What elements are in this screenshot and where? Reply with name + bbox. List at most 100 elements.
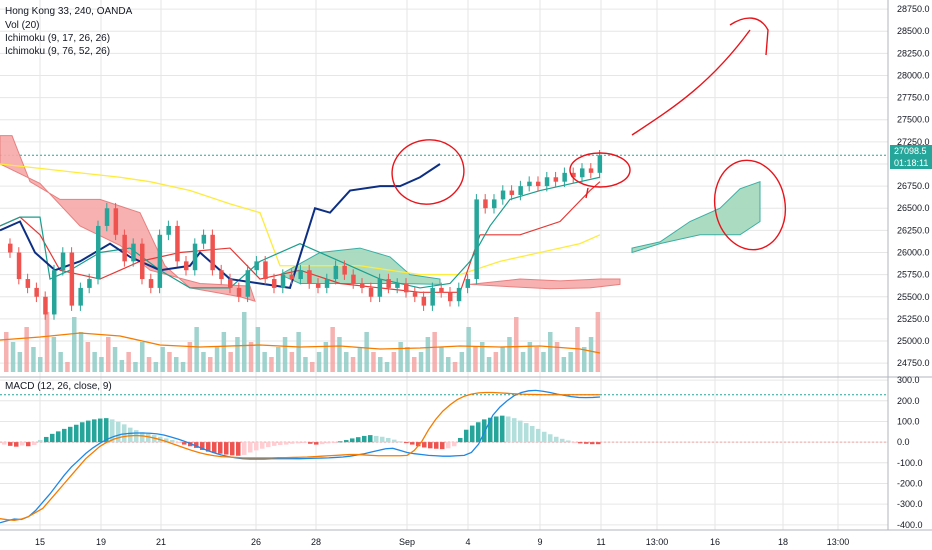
indicator-volume[interactable]: Vol (20): [5, 20, 39, 31]
price-tick-label: 26500.0: [897, 203, 930, 213]
macd-histogram-bar: [386, 437, 391, 443]
macd-histogram-bar: [104, 418, 109, 443]
macd-histogram-bar: [170, 440, 175, 443]
macd-histogram-bar: [296, 442, 301, 444]
macd-histogram-bar: [488, 417, 493, 443]
candle-body: [597, 155, 603, 173]
volume-bar: [126, 352, 131, 372]
candle-body: [342, 265, 347, 275]
annotation-circle-1: [391, 139, 465, 205]
volume-bar: [235, 337, 240, 372]
volume-bar: [330, 327, 335, 372]
volume-bar: [194, 327, 199, 372]
volume-bar: [255, 327, 261, 372]
volume-bar: [187, 342, 193, 372]
time-tick-label: 9: [537, 537, 542, 547]
volume-bar: [514, 317, 519, 372]
volume-bar: [10, 342, 16, 372]
indicator-macd[interactable]: MACD (12, 26, close, 9): [5, 381, 112, 392]
time-tick-label: 28: [311, 537, 321, 547]
macd-histogram-bar: [122, 424, 127, 443]
macd-histogram-bar: [530, 425, 535, 443]
macd-histogram-bar: [164, 438, 169, 443]
macd-histogram-bar: [308, 442, 313, 444]
volume-bar: [78, 332, 84, 372]
candle-body: [298, 270, 303, 280]
volume-bar: [214, 347, 220, 372]
candle-body: [500, 190, 506, 200]
annotation-arrow: [631, 17, 769, 136]
macd-histogram-bar: [380, 436, 385, 443]
macd-histogram-bar: [242, 442, 247, 455]
macd-histogram-bar: [128, 427, 133, 443]
volume-bar: [180, 362, 186, 372]
volume-bar: [500, 347, 505, 372]
candle-body: [254, 261, 259, 271]
volume-bar: [58, 352, 63, 372]
volume-ma-line: [0, 332, 601, 354]
candle-body: [16, 252, 22, 280]
macd-histogram-bar: [194, 442, 199, 448]
macd-histogram-bar: [68, 426, 73, 443]
volume-bar: [575, 327, 580, 372]
time-tick-label: 26: [251, 537, 261, 547]
last-price-label: 27098.5: [894, 146, 927, 156]
chikou-span-navy: [0, 163, 441, 290]
candle-body: [122, 234, 127, 262]
price-scale[interactable]: [888, 0, 932, 550]
macd-histogram-bar: [38, 440, 43, 443]
candle-body: [113, 208, 119, 235]
time-tick-label: 21: [156, 537, 166, 547]
macd-histogram-bar: [350, 438, 355, 443]
volume-bar: [282, 337, 288, 372]
macd-histogram-bar: [398, 441, 403, 443]
candle-body: [60, 252, 66, 271]
macd-histogram-bar: [266, 442, 271, 448]
time-tick-label: 16: [710, 537, 720, 547]
macd-histogram-bar: [248, 442, 253, 453]
candle-body: [492, 199, 497, 209]
macd-histogram-bar: [596, 442, 601, 445]
candle-body: [333, 265, 339, 280]
candle-body: [104, 208, 110, 226]
time-tick-label: 19: [96, 537, 106, 547]
macd-histogram-bar: [32, 442, 37, 446]
indicator-ichimoku-1[interactable]: Ichimoku (9, 17, 26, 26): [5, 33, 110, 44]
annotation-circle-2: [569, 152, 631, 188]
macd-histogram-bar: [140, 432, 145, 443]
macd-histogram-bar: [440, 442, 445, 450]
volume-bar: [119, 360, 125, 372]
candle-body: [140, 243, 145, 280]
volume-bar: [554, 342, 560, 372]
price-tick-label: 25250.0: [897, 314, 930, 324]
volume-bar: [452, 362, 458, 372]
legend: Hong Kong 33, 240, OANDA Vol (20) Ichimo…: [5, 6, 133, 392]
macd-tick-label: 200.0: [897, 396, 920, 406]
indicator-ichimoku-2[interactable]: Ichimoku (9, 76, 52, 26): [5, 46, 110, 57]
macd-histogram-bar: [548, 434, 553, 443]
volume-bar: [344, 352, 349, 372]
volume-bar: [384, 362, 390, 372]
macd-histogram-bar: [482, 419, 487, 443]
macd-histogram-bar: [374, 435, 379, 443]
price-tick-label: 25000.0: [897, 336, 930, 346]
volume-bar: [276, 347, 281, 372]
volume-bar: [493, 352, 499, 372]
candle-body: [421, 296, 427, 306]
candle-body: [272, 279, 277, 288]
volume-bar: [296, 332, 301, 372]
volume-bar: [391, 352, 397, 372]
macd-histogram-bar: [476, 422, 481, 443]
candle-body: [377, 279, 383, 297]
macd-histogram-bar: [536, 428, 541, 443]
chart-title: Hong Kong 33, 240, OANDA: [5, 6, 133, 17]
candle-body: [245, 270, 251, 297]
volume-bar: [425, 337, 431, 372]
macd-histogram-bar: [56, 431, 61, 443]
volume-bar: [44, 312, 50, 372]
volume-bar: [568, 352, 573, 372]
volume-bar: [316, 352, 322, 372]
price-tick-label: 25500.0: [897, 292, 930, 302]
